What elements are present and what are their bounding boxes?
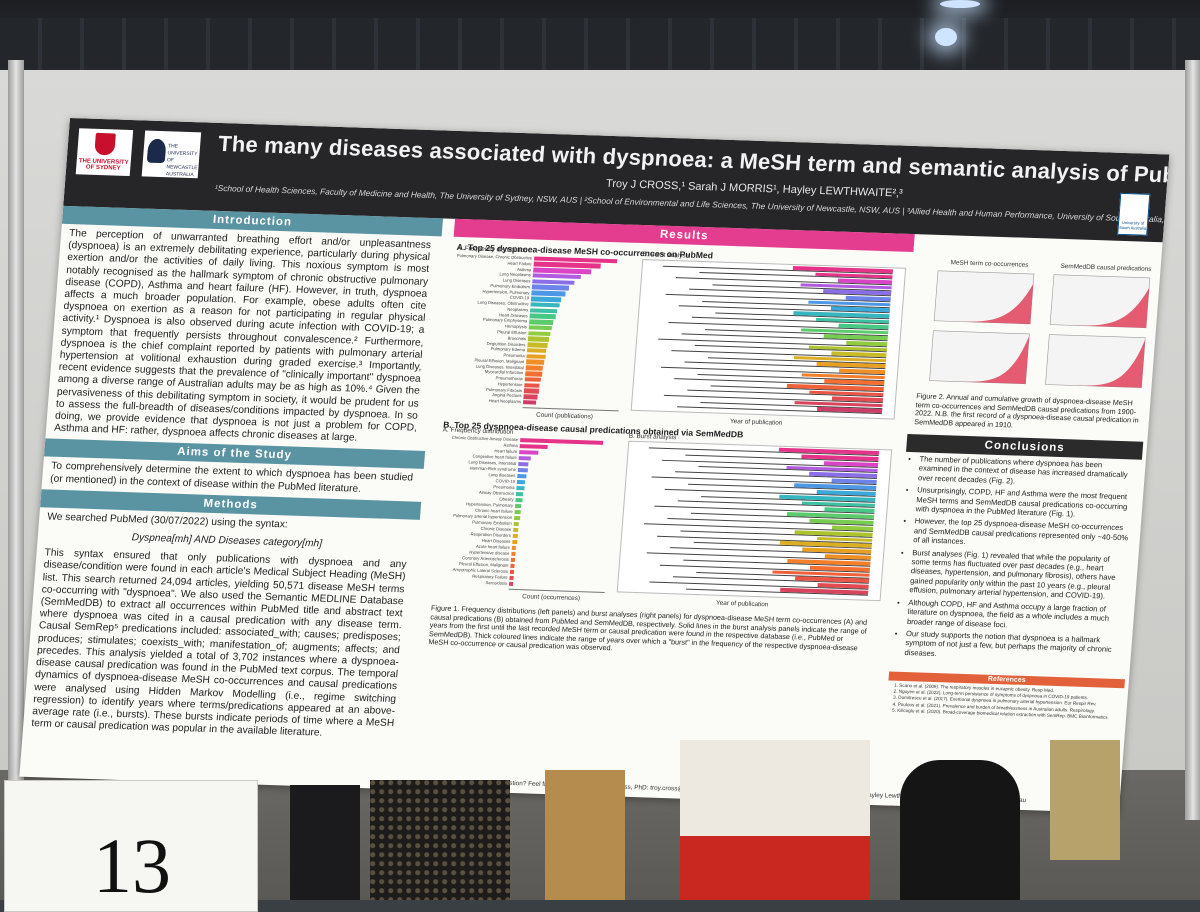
frequency-bar <box>517 473 527 479</box>
conclusion-item: Burst analyses (Fig. 1) revealed that wh… <box>909 548 1128 602</box>
frequency-bar <box>529 319 554 325</box>
growth-title-mesh: MeSH term co-occurrences <box>950 259 1029 269</box>
semmeddb-burst-chart <box>616 440 893 602</box>
frequency-bar <box>516 479 526 485</box>
board-number: 13 <box>93 822 171 909</box>
burst-xlabel-a: Year of publication <box>729 418 783 427</box>
figure-1-caption: Figure 1. Frequency distributions (left … <box>428 603 868 653</box>
growth-charts <box>929 270 1151 388</box>
frequency-bar <box>528 325 553 331</box>
semmeddb-frequency-chart: A. Frequency distribution Chronic Obstruc… <box>430 427 622 602</box>
frequency-bar <box>512 539 518 545</box>
frequency-bar <box>526 353 546 360</box>
conclusion-item: Unsurprisingly, COPD, HF and Asthma were… <box>915 486 1133 521</box>
frequency-bar <box>525 365 544 371</box>
attendee-floral-dress <box>370 780 510 900</box>
frequency-bar <box>516 485 525 491</box>
attendee-tan-trousers <box>545 770 625 900</box>
conclusion-item: Although COPD, HF and Asthma occupy a la… <box>907 598 1125 633</box>
references-section: References 1. Scano et al. (2009). The r… <box>886 671 1126 723</box>
left-column: Introduction The perception of unwarrant… <box>23 205 444 747</box>
frequency-bar <box>524 376 542 383</box>
growth-curve <box>929 335 1030 384</box>
introduction-text: The perception of unwarranted breathing … <box>53 228 432 444</box>
conclusions-list: The number of publications where dyspnoe… <box>890 454 1142 668</box>
university-of-south-australia-logo: University of South Australia <box>1117 192 1151 236</box>
growth-curve <box>934 284 1034 324</box>
attendee-black-dress <box>900 760 1020 900</box>
frequency-bar <box>530 296 562 302</box>
frequency-bar <box>509 575 514 581</box>
frequency-bar <box>511 551 516 557</box>
frequency-bar <box>529 313 556 320</box>
frequency-bar <box>515 497 523 503</box>
growth-curve <box>1050 287 1150 328</box>
frequency-bar <box>514 503 522 509</box>
frequency-bar <box>508 581 513 587</box>
frequency-bar <box>517 467 528 473</box>
frequency-x-label: Count (publications) <box>535 411 594 421</box>
attendee-dark-clothes <box>290 785 360 900</box>
conclusion-item: The number of publications where dyspnoe… <box>918 454 1136 489</box>
frequency-bar <box>527 342 548 348</box>
frequency-bar <box>529 307 558 314</box>
frequency-bar <box>518 461 529 467</box>
frequency-bar <box>523 388 539 394</box>
methods-paragraph-1: We searched PubMed (30/07/2022) using th… <box>46 511 289 531</box>
frequency-bar <box>525 371 543 377</box>
frequency-bar <box>519 449 539 456</box>
growth-curve <box>1045 339 1146 388</box>
conclusion-item: Our study supports the notion that dyspn… <box>904 629 1122 664</box>
figure-2-caption: Figure 2. Annual and cumulative growth o… <box>914 391 1140 430</box>
university-of-sydney-logo: THE UNIVERSITY OF SYDNEY <box>75 128 134 177</box>
frequency-bar <box>511 545 517 551</box>
mesh-burst-chart <box>630 259 907 420</box>
frequency-bar <box>512 533 518 539</box>
frequency-bar <box>518 455 531 461</box>
right-column: MeSH term co-occurrences SemMedDB causal… <box>888 234 1162 720</box>
frequency-bar <box>522 400 537 406</box>
growth-title-semmeddb: SemMedDB causal predications <box>1060 262 1152 273</box>
attendee-white-top <box>680 740 870 840</box>
mesh-frequency-chart: A. Frequency distribution Pulmonary Disea… <box>444 245 636 420</box>
frequency-bar <box>527 336 549 342</box>
frequency-bar <box>531 290 566 297</box>
attendee-khaki-trousers <box>1050 740 1120 860</box>
frequency-bar <box>528 330 551 337</box>
ceiling-light <box>940 0 980 8</box>
methods-text: We searched PubMed (30/07/2022) using th… <box>23 507 420 747</box>
frequency-bar <box>524 382 540 388</box>
conclusion-item: However, the top 25 dyspnoea-disease MeS… <box>913 517 1131 552</box>
ceiling-light <box>935 28 957 46</box>
frequency-bar <box>510 563 515 569</box>
frequency-bar <box>526 359 545 365</box>
frequency-bar <box>530 302 560 308</box>
burst-xlabel-b: Year of publication <box>715 599 769 609</box>
frequency-bar <box>513 521 520 527</box>
frame-post-right <box>1185 60 1200 820</box>
frequency-bar <box>515 491 524 497</box>
frequency-x-label: Count (occurrences) <box>521 593 581 603</box>
research-poster: THE UNIVERSITY OF SYDNEY THE UNIVERSITY … <box>19 118 1170 814</box>
frequency-bar <box>523 394 538 400</box>
frequency-bar <box>513 527 519 533</box>
frequency-bar <box>509 569 515 575</box>
references-list: 1. Scano et al. (2009). The respiratory … <box>886 680 1125 723</box>
frequency-bar <box>513 515 521 521</box>
attendee-red-skirt <box>680 836 870 900</box>
university-of-newcastle-logo: THE UNIVERSITY OF NEWCASTLE AUSTRALIA <box>141 130 202 179</box>
frequency-bar <box>531 284 569 291</box>
frequency-bar <box>514 509 521 515</box>
results-column: Results A. Top 25 dyspnoea-disease MeSH … <box>411 218 915 805</box>
methods-paragraph-2: This syntax ensured that only publicatio… <box>30 547 407 739</box>
frequency-bar <box>510 557 516 563</box>
frequency-bar <box>526 348 547 354</box>
board-number-sign: 13 <box>4 780 258 912</box>
frame-post-left <box>8 60 24 820</box>
frequency-bar <box>519 443 548 450</box>
